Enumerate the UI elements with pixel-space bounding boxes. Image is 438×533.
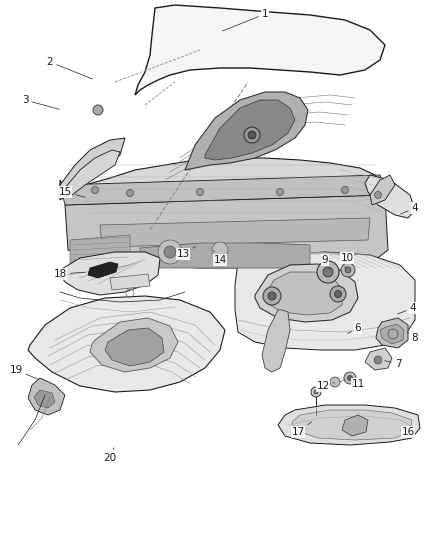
Circle shape (374, 356, 382, 364)
Polygon shape (365, 175, 415, 218)
Polygon shape (100, 218, 370, 247)
Polygon shape (65, 150, 120, 195)
Polygon shape (105, 328, 164, 366)
Polygon shape (60, 158, 382, 237)
Circle shape (268, 292, 276, 300)
Polygon shape (70, 235, 130, 268)
Polygon shape (278, 405, 420, 445)
Circle shape (212, 242, 228, 258)
Polygon shape (34, 390, 55, 408)
Polygon shape (60, 175, 385, 205)
Polygon shape (255, 264, 358, 322)
Polygon shape (60, 252, 160, 295)
Circle shape (158, 240, 182, 264)
Circle shape (335, 290, 342, 297)
Text: 10: 10 (340, 253, 353, 268)
Circle shape (93, 105, 103, 115)
Text: 14: 14 (213, 251, 226, 265)
Polygon shape (365, 348, 392, 370)
Polygon shape (205, 100, 295, 160)
Text: 18: 18 (53, 269, 85, 279)
Text: 4: 4 (398, 303, 416, 314)
Polygon shape (376, 318, 408, 348)
Circle shape (92, 187, 99, 193)
Text: 17: 17 (291, 422, 312, 437)
Circle shape (164, 246, 176, 258)
Polygon shape (263, 272, 343, 315)
Text: 19: 19 (9, 365, 37, 379)
Circle shape (344, 372, 356, 384)
Polygon shape (370, 175, 395, 205)
Circle shape (317, 261, 339, 283)
Text: 9: 9 (321, 255, 330, 270)
Circle shape (311, 387, 321, 397)
Circle shape (347, 376, 353, 381)
Circle shape (345, 267, 351, 273)
Polygon shape (185, 92, 308, 170)
Circle shape (314, 390, 318, 394)
Text: 8: 8 (407, 332, 418, 343)
Text: 1: 1 (223, 9, 268, 31)
Circle shape (244, 127, 260, 143)
Polygon shape (292, 410, 412, 440)
Text: 6: 6 (347, 323, 361, 334)
Polygon shape (235, 252, 415, 350)
Circle shape (342, 187, 349, 193)
Circle shape (248, 131, 256, 139)
Circle shape (374, 191, 381, 198)
Circle shape (330, 377, 340, 387)
Circle shape (323, 267, 333, 277)
Polygon shape (90, 318, 178, 372)
Text: 12: 12 (316, 381, 334, 391)
Circle shape (276, 189, 283, 196)
Text: 4: 4 (401, 203, 418, 214)
Polygon shape (342, 415, 368, 436)
Polygon shape (65, 195, 388, 268)
Text: 20: 20 (103, 448, 117, 463)
Text: 2: 2 (47, 57, 92, 79)
Circle shape (341, 263, 355, 277)
Polygon shape (110, 274, 150, 290)
Polygon shape (28, 378, 65, 415)
Text: 13: 13 (177, 246, 196, 259)
Polygon shape (262, 310, 290, 372)
Circle shape (127, 190, 134, 197)
Polygon shape (135, 5, 385, 95)
Polygon shape (60, 138, 125, 200)
Text: 16: 16 (400, 427, 415, 437)
Text: 7: 7 (385, 359, 401, 369)
Polygon shape (140, 243, 310, 268)
Text: 11: 11 (351, 379, 364, 389)
Polygon shape (380, 324, 404, 344)
Polygon shape (28, 296, 225, 392)
Polygon shape (88, 262, 118, 278)
Text: 3: 3 (22, 95, 59, 109)
Circle shape (263, 287, 281, 305)
Circle shape (197, 189, 204, 196)
Circle shape (330, 286, 346, 302)
Text: 15: 15 (58, 187, 85, 197)
